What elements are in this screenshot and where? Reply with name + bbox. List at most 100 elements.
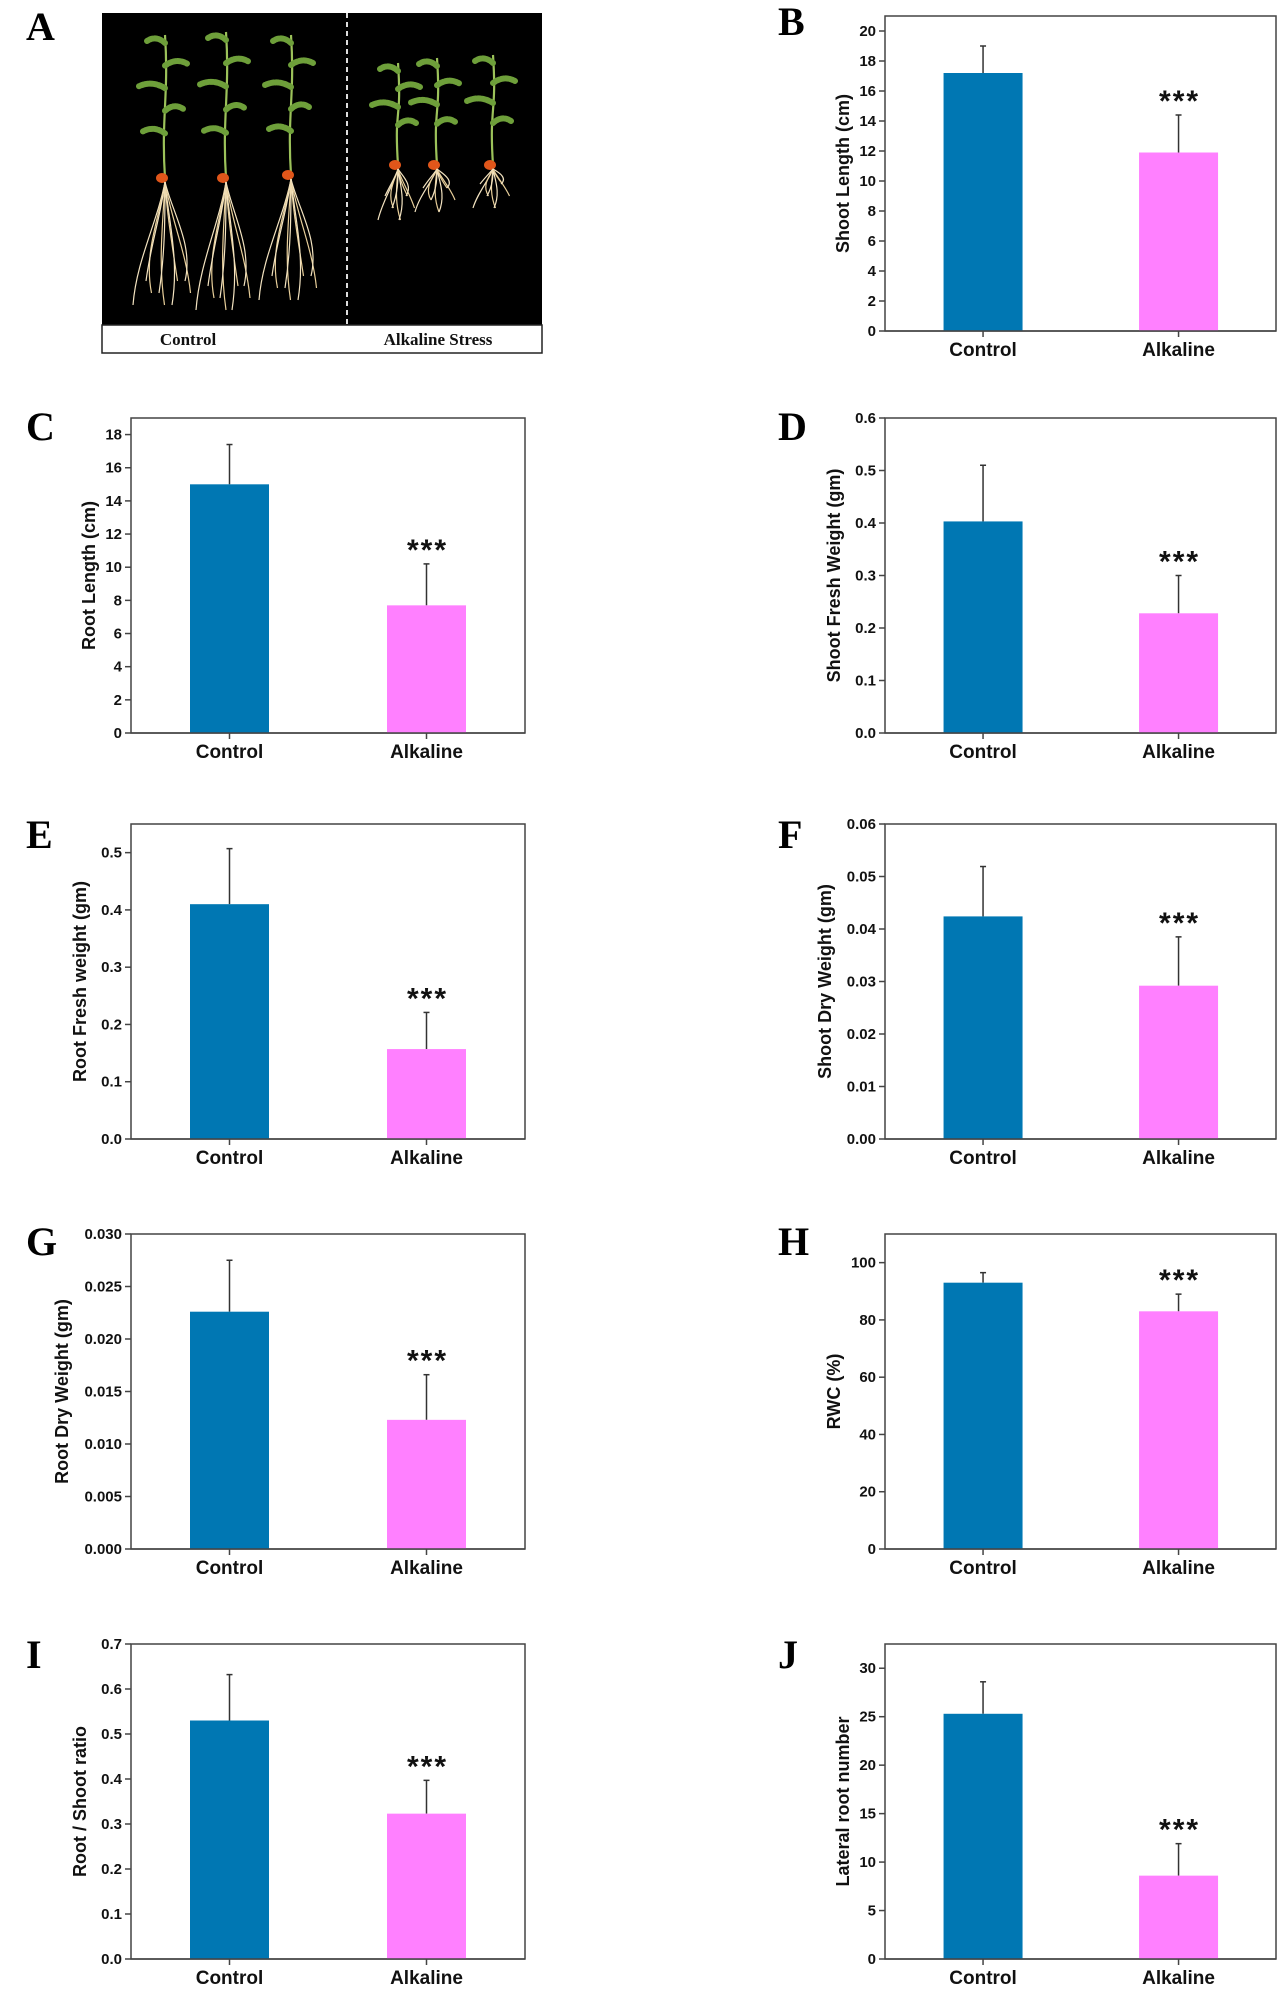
y-tick-label: 100	[851, 1255, 876, 1272]
y-tick-label: 12	[105, 526, 122, 543]
bar-alkaline	[1139, 1311, 1219, 1549]
y-tick-label: 0.000	[84, 1541, 122, 1558]
panel-letter-i: I	[26, 1632, 42, 1677]
y-tick-label: 0.6	[101, 1681, 122, 1698]
alkaline-plant-3	[464, 54, 518, 209]
y-tick-label: 0	[868, 1541, 876, 1558]
y-tick-label: 0	[868, 1951, 876, 1968]
panel-letter-b: B	[778, 0, 805, 44]
chart-panel-i: I 0.0 0.1 0.2 0.3 0.4 0.5 0.6 0.7 Root / Shoot ra…	[26, 1632, 526, 1989]
y-tick-label: 60	[859, 1369, 876, 1386]
x-category-label: Control	[949, 340, 1017, 361]
x-category-label: Control	[949, 1558, 1017, 1579]
y-tick-label: 0.5	[855, 463, 876, 480]
chart-panel-f: F 0.00 0.01 0.02 0.03 0.04 0.05 0.06 Shoot Dry W…	[778, 812, 1277, 1169]
y-tick-label: 0.2	[101, 1016, 122, 1033]
y-tick-label: 20	[859, 1484, 876, 1501]
y-tick-label: 0.7	[101, 1636, 122, 1653]
y-tick-label: 0.5	[101, 1726, 122, 1743]
y-tick-label: 18	[859, 53, 876, 70]
y-tick-label: 0.2	[101, 1861, 122, 1878]
bar-alkaline	[1139, 152, 1219, 331]
y-tick-label: 10	[859, 173, 876, 190]
y-tick-label: 0.4	[101, 902, 123, 919]
control-plant-3	[258, 34, 318, 301]
bar-control	[943, 521, 1023, 733]
y-tick-label: 0.3	[101, 959, 122, 976]
bar-alkaline	[1139, 613, 1219, 733]
bar-alkaline	[387, 605, 466, 733]
y-tick-label: 5	[868, 1903, 876, 1920]
y-axis-title: Lateral root number	[833, 1716, 853, 1886]
y-axis-title: Shoot Length (cm)	[833, 94, 853, 253]
chart-panel-h: H 0 20 40 60 80 100 RWC (%) Control Alkaline ***	[778, 1219, 1277, 1579]
bar-control	[943, 1282, 1023, 1549]
control-plant-1	[132, 34, 192, 306]
significance-marker: ***	[1159, 85, 1200, 118]
caption-alkaline-stress: Alkaline Stress	[384, 330, 493, 349]
panel-letter-a: A	[26, 4, 55, 49]
x-category-label: Alkaline	[390, 1558, 463, 1579]
y-tick-label: 0.3	[101, 1816, 122, 1833]
bar-control	[190, 1311, 269, 1549]
y-tick-label: 0.1	[855, 673, 876, 690]
y-tick-label: 0.1	[101, 1074, 122, 1091]
x-category-label: Control	[196, 1148, 264, 1169]
bar-control	[943, 1713, 1023, 1959]
significance-marker: ***	[1159, 907, 1200, 940]
panel-letter-e: E	[26, 812, 53, 857]
y-tick-label: 0.0	[101, 1951, 122, 1968]
y-tick-label: 0.06	[847, 816, 876, 833]
y-tick-label: 0.4	[101, 1771, 123, 1788]
x-category-label: Alkaline	[1142, 1968, 1215, 1989]
chart-panel-b: B 0 2 4 6 8 10 12 14 16 18 20 Shoot Length (cm) Contr…	[778, 0, 1277, 361]
y-axis-title: Root / Shoot ratio	[70, 1726, 90, 1877]
panel-letter-d: D	[778, 404, 807, 449]
y-tick-label: 0.5	[101, 845, 122, 862]
y-tick-label: 16	[859, 83, 876, 100]
photo-caption-strip	[101, 324, 543, 354]
y-tick-label: 0.03	[847, 974, 876, 991]
plant-photo	[102, 13, 542, 325]
y-axis-title: RWC (%)	[824, 1354, 844, 1430]
chart-panel-j: J 0 5 10 15 20 25 30 Lateral root number Control A…	[778, 1632, 1277, 1989]
significance-marker: ***	[1159, 1814, 1200, 1847]
x-category-label: Control	[949, 1148, 1017, 1169]
y-tick-label: 8	[868, 203, 876, 220]
panel-letter-g: G	[26, 1219, 57, 1264]
y-tick-label: 0.3	[855, 568, 876, 585]
y-tick-label: 0.2	[855, 620, 876, 637]
y-tick-label: 4	[114, 659, 123, 676]
y-tick-label: 2	[868, 293, 876, 310]
y-tick-label: 0.0	[101, 1131, 122, 1148]
significance-marker: ***	[1159, 1264, 1200, 1297]
significance-marker: ***	[407, 982, 448, 1015]
alkaline-plant-2	[408, 57, 462, 213]
y-tick-label: 0.05	[847, 869, 876, 886]
panel-letter-j: J	[778, 1632, 798, 1677]
y-tick-label: 0	[114, 725, 122, 742]
panel-letter-f: F	[778, 812, 802, 857]
y-tick-label: 25	[859, 1709, 876, 1726]
y-tick-label: 0.01	[847, 1079, 876, 1096]
y-tick-label: 0.1	[101, 1906, 122, 1923]
x-category-label: Control	[196, 1558, 264, 1579]
x-category-label: Control	[196, 742, 264, 763]
y-axis-title: Root Dry Weight (gm)	[52, 1299, 72, 1484]
y-tick-label: 14	[105, 493, 122, 510]
x-category-label: Alkaline	[390, 1968, 463, 1989]
chart-panel-d: D 0.0 0.1 0.2 0.3 0.4 0.5 0.6 Shoot Fresh Weight…	[778, 404, 1277, 763]
x-category-label: Alkaline	[1142, 742, 1215, 763]
bar-control	[943, 73, 1023, 331]
control-plant-2	[195, 31, 251, 311]
alkaline-plant-1	[369, 62, 423, 221]
x-category-label: Control	[949, 1968, 1017, 1989]
y-tick-label: 0.005	[84, 1489, 122, 1506]
bar-alkaline	[1139, 1875, 1219, 1959]
y-tick-label: 10	[859, 1854, 876, 1871]
y-tick-label: 0.02	[847, 1026, 876, 1043]
bar-alkaline	[387, 1049, 466, 1139]
x-category-label: Control	[196, 1968, 264, 1989]
x-category-label: Alkaline	[1142, 340, 1215, 361]
